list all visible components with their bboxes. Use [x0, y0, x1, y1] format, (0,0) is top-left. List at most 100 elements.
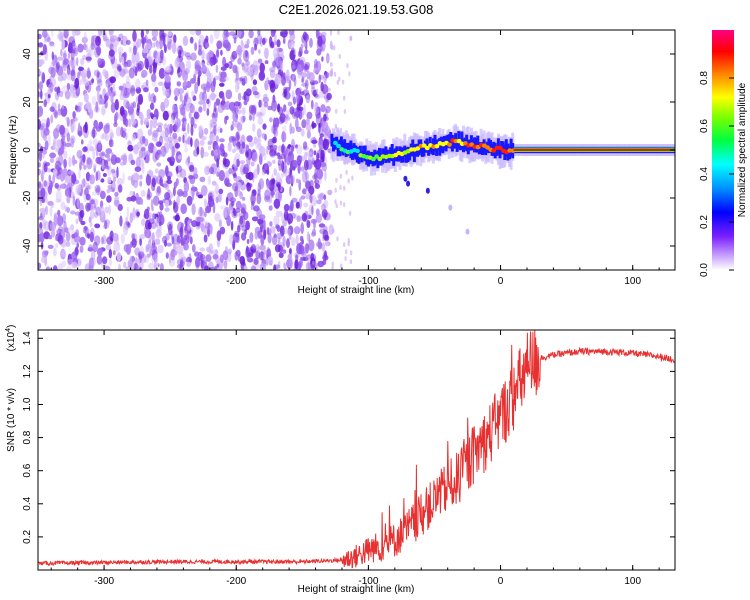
heatmap-noise-cell [282, 249, 287, 254]
heatmap-noise-cell [159, 49, 164, 60]
heatmap-noise-cell [166, 242, 172, 247]
heatmap-noise-cell [124, 88, 131, 96]
heatmap-noise-cell [91, 78, 94, 84]
heatmap-noise-cell [82, 154, 86, 163]
heatmap-noise-cell [230, 200, 234, 208]
heatmap-noise-cell [306, 220, 311, 228]
heatmap-noise-cell [322, 235, 326, 242]
heatmap-noise-cell [120, 39, 124, 45]
heatmap-noise-cell [248, 140, 255, 147]
heatmap-noise-cell [211, 117, 217, 124]
heatmap-noise-cell [64, 187, 70, 197]
heatmap-noise-cell [106, 165, 110, 170]
x-tick-label: -100 [358, 576, 378, 587]
heatmap-noise-cell [347, 178, 350, 184]
heatmap-noise-cell [70, 177, 76, 187]
heatmap-noise-cell [247, 171, 254, 181]
colorbar: 0.0 0.2 0.4 0.6 0.8 Normalized spectral ampl… [699, 30, 748, 277]
heatmap-noise-cell [109, 95, 113, 102]
heatmap-noise-cell [219, 143, 225, 152]
heatmap-noise-cell [281, 130, 285, 143]
heatmap-noise-cell [207, 261, 214, 270]
heatmap-noise-cell [139, 266, 142, 270]
heatmap-noise-cell [172, 104, 178, 113]
heatmap-noise-cell [296, 215, 301, 223]
heatmap-noise-cell [216, 171, 220, 177]
heatmap-noise-cell [268, 179, 275, 192]
heatmap-noise-cell [180, 222, 185, 228]
heatmap-noise-cell [242, 115, 246, 122]
y-tick-label: 0.8 [22, 430, 33, 444]
heatmap-noise-cell [258, 49, 261, 54]
heatmap-noise-cell [250, 46, 255, 55]
heatmap-noise-cell [49, 157, 55, 164]
heatmap-noise-cell [157, 244, 164, 254]
heatmap-noise-cell [199, 139, 205, 146]
heatmap-signal-band [509, 138, 513, 157]
heatmap-noise-cell [209, 119, 212, 131]
heatmap-noise-cell [191, 90, 195, 97]
heatmap-noise-cell [88, 244, 93, 252]
heatmap-noise-cell [289, 186, 292, 197]
heatmap-noise-cell [129, 190, 134, 196]
heatmap-noise-cell [108, 155, 112, 167]
heatmap-noise-cell [39, 71, 44, 76]
heatmap-noise-cell [167, 136, 173, 143]
heatmap-noise-cell [152, 116, 158, 129]
heatmap-noise-cell [325, 105, 331, 114]
heatmap-noise-cell [208, 195, 215, 208]
heatmap-noise-cell [252, 205, 260, 212]
heatmap-noise-cell [252, 112, 255, 122]
heatmap-noise-cell [333, 45, 336, 51]
heatmap-noise-cell [239, 160, 246, 165]
heatmap-noise-cell [210, 122, 218, 129]
heatmap-noise-cell [73, 232, 78, 237]
heatmap-noise-cell [321, 203, 326, 211]
heatmap-noise-cell [105, 39, 110, 48]
heatmap-noise-cell [183, 180, 190, 193]
heatmap-noise-cell [96, 71, 100, 78]
heatmap-noise-cell [152, 186, 156, 192]
heatmap-signal-band [397, 150, 400, 162]
heatmap-noise-cell [127, 106, 134, 115]
heatmap-noise-cell [93, 211, 99, 218]
heatmap-noise-cell [303, 104, 307, 116]
heatmap-noise-cell [212, 249, 219, 255]
heatmap-noise-cell [159, 202, 164, 211]
heatmap-noise-cell [131, 133, 136, 142]
colorbar-axis: 0.0 0.2 0.4 0.6 0.8 [699, 71, 734, 277]
heatmap-noise-cell [75, 218, 79, 225]
heatmap-noise-cell [253, 168, 258, 179]
heatmap-noise-cell [85, 193, 91, 201]
heatmap-noise-cell [156, 128, 160, 133]
heatmap-noise-cell [62, 58, 69, 65]
heatmap-noise-cell [111, 57, 118, 70]
heatmap-noise-cell [130, 195, 137, 202]
heatmap-noise-cell [82, 71, 86, 83]
heatmap-noise-cell [257, 58, 263, 64]
heatmap-noise-cell [53, 247, 57, 257]
heatmap-noise-cell [57, 263, 63, 270]
heatmap-noise-cell [190, 137, 193, 148]
heatmap-stray-cell [425, 187, 430, 194]
heatmap-noise-cell [218, 219, 222, 228]
heatmap-noise-cell [84, 121, 88, 134]
heatmap-noise-cell [100, 236, 104, 245]
heatmap-signal-core [456, 138, 462, 144]
heatmap-noise-cell [233, 36, 237, 44]
heatmap-noise-cell [102, 88, 107, 95]
heatmap-noise-cell [38, 118, 42, 130]
heatmap-noise-cell [101, 234, 107, 245]
heatmap-signal-band [489, 140, 492, 153]
heatmap-noise-cell [145, 43, 152, 50]
heatmap-noise-cell [267, 256, 274, 266]
heatmap-signal-band [498, 145, 502, 159]
heatmap-noise-cell [309, 193, 313, 204]
heatmap-noise-cell [338, 76, 341, 82]
heatmap-noise-cell [210, 163, 218, 175]
heatmap-noise-cell [135, 78, 141, 90]
heatmap-noise-cell [85, 99, 90, 110]
heatmap-noise-cell [270, 30, 276, 38]
heatmap-noise-cell [247, 182, 250, 187]
heatmap-noise-cell [205, 35, 209, 43]
